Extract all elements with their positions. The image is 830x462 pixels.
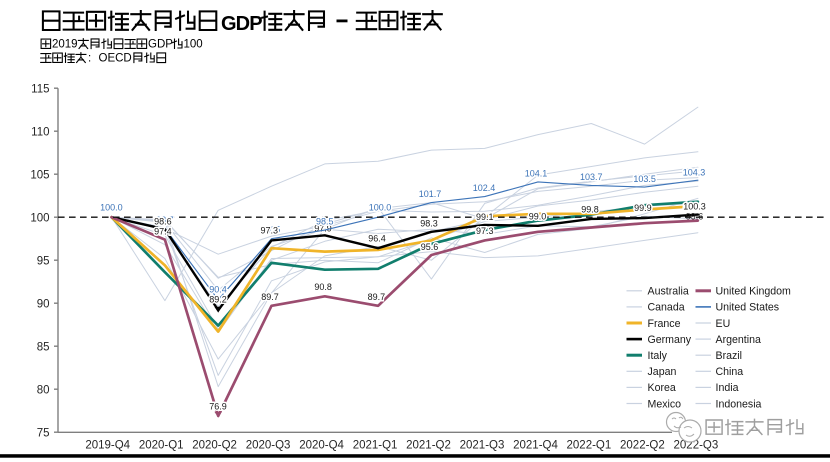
- svg-text:Japan: Japan: [648, 366, 677, 378]
- svg-text:China: China: [716, 366, 744, 378]
- svg-text:89.2: 89.2: [209, 295, 227, 305]
- svg-text:101.7: 101.7: [419, 189, 442, 199]
- svg-text:Australia: Australia: [648, 286, 689, 298]
- svg-text:100: 100: [30, 212, 49, 224]
- svg-text:104.1: 104.1: [525, 169, 548, 179]
- svg-text:76.9: 76.9: [209, 401, 227, 411]
- svg-text:2019-Q4: 2019-Q4: [85, 440, 130, 452]
- svg-text:United Kingdom: United Kingdom: [716, 286, 792, 298]
- svg-text:100.0: 100.0: [369, 203, 392, 213]
- svg-text:102.4: 102.4: [473, 183, 496, 193]
- svg-text:104.3: 104.3: [683, 168, 706, 178]
- svg-text:Argentina: Argentina: [716, 334, 761, 346]
- svg-text:90.4: 90.4: [209, 285, 227, 295]
- svg-text:India: India: [716, 382, 739, 394]
- svg-text:2022-Q3: 2022-Q3: [674, 440, 719, 452]
- svg-text:95.6: 95.6: [421, 242, 439, 252]
- svg-text:2021-Q1: 2021-Q1: [353, 440, 398, 452]
- svg-text:98.3: 98.3: [420, 219, 438, 229]
- svg-text:80: 80: [37, 384, 50, 396]
- svg-text:99.6: 99.6: [686, 212, 704, 222]
- svg-text:Italy: Italy: [648, 350, 668, 362]
- svg-text:75: 75: [37, 427, 50, 439]
- svg-text:103.7: 103.7: [580, 172, 603, 182]
- svg-text::: :: [88, 53, 91, 65]
- svg-text:Canada: Canada: [648, 302, 685, 314]
- svg-text:97.4: 97.4: [154, 227, 172, 237]
- svg-text:95: 95: [37, 255, 50, 267]
- svg-text:EU: EU: [716, 318, 731, 330]
- svg-text:110: 110: [31, 126, 49, 138]
- svg-text:85: 85: [37, 341, 50, 353]
- svg-text:99.8: 99.8: [581, 205, 599, 215]
- svg-text:Korea: Korea: [648, 382, 676, 394]
- svg-text:France: France: [648, 318, 681, 330]
- svg-text:Indonesia: Indonesia: [716, 398, 762, 410]
- svg-text:89.7: 89.7: [261, 292, 279, 302]
- svg-text:99.0: 99.0: [529, 211, 547, 221]
- svg-text:GDP: GDP: [221, 13, 262, 35]
- svg-text:115: 115: [31, 83, 49, 95]
- svg-text:97.3: 97.3: [476, 226, 494, 236]
- svg-text:2020-Q3: 2020-Q3: [246, 440, 291, 452]
- svg-text:Germany: Germany: [648, 334, 692, 346]
- svg-text:2022-Q2: 2022-Q2: [620, 440, 665, 452]
- svg-text:99.1: 99.1: [476, 212, 494, 222]
- svg-text:2021-Q2: 2021-Q2: [406, 440, 451, 452]
- svg-text:98.5: 98.5: [316, 217, 334, 227]
- svg-text:2019: 2019: [52, 39, 78, 51]
- svg-text:100.3: 100.3: [683, 202, 706, 212]
- svg-text:2021-Q3: 2021-Q3: [460, 440, 505, 452]
- svg-text:OECD: OECD: [99, 53, 132, 65]
- svg-text:100: 100: [184, 39, 203, 51]
- svg-text:96.4: 96.4: [368, 234, 386, 244]
- svg-text:90.8: 90.8: [314, 282, 332, 292]
- svg-text:Mexico: Mexico: [648, 398, 682, 410]
- svg-text:2020-Q1: 2020-Q1: [139, 440, 184, 452]
- svg-text:2020-Q2: 2020-Q2: [192, 440, 237, 452]
- svg-text:100.0: 100.0: [100, 203, 123, 213]
- svg-text:98.6: 98.6: [154, 217, 172, 227]
- svg-text:Brazil: Brazil: [716, 350, 743, 362]
- svg-text:2022-Q1: 2022-Q1: [567, 440, 612, 452]
- svg-text:2020-Q4: 2020-Q4: [299, 440, 344, 452]
- svg-text:105: 105: [30, 169, 49, 181]
- svg-text:United States: United States: [716, 302, 780, 314]
- svg-text:103.5: 103.5: [633, 174, 656, 184]
- svg-text:90: 90: [37, 298, 50, 310]
- svg-text:89.7: 89.7: [368, 292, 386, 302]
- svg-text:2021-Q4: 2021-Q4: [513, 440, 558, 452]
- svg-text:GDP: GDP: [148, 39, 173, 51]
- svg-text:97.3: 97.3: [261, 226, 279, 236]
- svg-text:98.7: 98.7: [156, 215, 174, 225]
- svg-text:97.5: 97.5: [263, 224, 281, 234]
- svg-text:99.9: 99.9: [634, 203, 652, 213]
